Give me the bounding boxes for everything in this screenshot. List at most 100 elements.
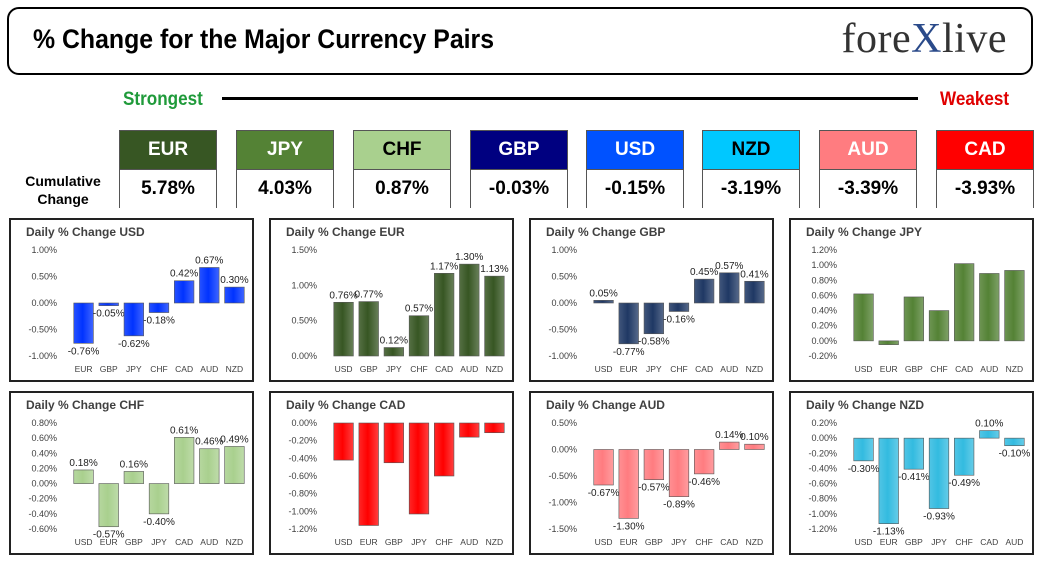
forexlive-logo: foreXlive [841, 16, 1007, 62]
currency-name: CAD [937, 131, 1033, 170]
bar-gbp [358, 301, 379, 357]
currency-name: EUR [120, 131, 216, 170]
bar-nzd [484, 422, 505, 434]
y-tick-label: -0.20% [288, 436, 317, 446]
x-category-label: GBP [645, 537, 663, 547]
y-tick-label: -0.40% [28, 509, 57, 519]
bar-jpy [643, 302, 664, 335]
data-label: -0.57% [93, 530, 125, 541]
bar-aud [199, 448, 220, 484]
data-label: 1.13% [480, 264, 508, 275]
header-banner: % Change for the Major Currency Pairs fo… [7, 7, 1033, 75]
x-category-label: GBP [905, 537, 923, 547]
bar-gbp [123, 471, 144, 484]
y-tick-label: 0.40% [811, 306, 837, 316]
y-tick-label: 0.00% [811, 433, 837, 443]
y-tick-label: -0.20% [808, 448, 837, 458]
currency-box-usd: USD -0.15% [586, 130, 684, 208]
x-category-label: JPY [646, 364, 662, 374]
bar-usd [593, 449, 614, 486]
chart-title: Daily % Change USD [26, 225, 145, 239]
y-tick-label: 0.50% [551, 418, 577, 428]
x-category-label: JPY [411, 537, 427, 547]
y-tick-label: -0.80% [808, 494, 837, 504]
bar-nzd [224, 286, 245, 304]
bar-chf [668, 302, 690, 312]
bar-gbp [903, 296, 924, 342]
data-label: 0.57% [405, 304, 433, 315]
strength-scale-line [222, 97, 918, 100]
x-category-label: USD [855, 537, 873, 547]
y-tick-label: 0.80% [31, 418, 57, 428]
currency-box-nzd: NZD -3.19% [702, 130, 800, 208]
x-category-label: NZD [226, 364, 243, 374]
currency-name: USD [587, 131, 683, 170]
currency-box-aud: AUD -3.39% [819, 130, 917, 208]
bar-jpy [383, 347, 404, 357]
x-category-label: AUD [720, 364, 738, 374]
chart-panel-jpy: Daily % Change JPY 1.20% 1.00% 0.80% 0.60% 0.… [789, 218, 1034, 382]
bar-chf [694, 449, 715, 475]
y-tick-label: 0.20% [811, 321, 837, 331]
y-tick-label: 0.00% [31, 479, 57, 489]
data-label: 1.30% [455, 252, 483, 263]
x-category-label: EUR [620, 537, 638, 547]
data-label: -0.57% [638, 483, 670, 494]
currency-cumulative-value: -3.19% [703, 170, 799, 208]
currency-name: AUD [820, 131, 916, 170]
y-tick-label: -1.00% [808, 509, 837, 519]
y-tick-label: -1.20% [288, 524, 317, 534]
x-category-label: NZD [486, 364, 503, 374]
currency-cumulative-value: -0.03% [471, 170, 567, 208]
chart-title: Daily % Change CAD [286, 398, 406, 412]
data-label: -0.58% [638, 337, 670, 348]
data-label: -0.93% [923, 512, 955, 523]
currency-cumulative-value: 0.87% [354, 170, 450, 208]
x-category-label: AUD [460, 537, 478, 547]
y-tick-label: 0.60% [31, 433, 57, 443]
x-category-label: CHF [435, 537, 452, 547]
data-label: 0.18% [69, 458, 97, 469]
x-category-label: NZD [1006, 364, 1023, 374]
x-category-label: NZD [486, 537, 503, 547]
data-label: -0.41% [898, 472, 930, 483]
currency-name: CHF [354, 131, 450, 170]
y-tick-label: 1.00% [811, 260, 837, 270]
data-label: 0.10% [740, 432, 768, 443]
bar-usd [853, 437, 874, 462]
data-label: -1.13% [873, 527, 905, 538]
x-category-label: USD [595, 537, 613, 547]
y-tick-label: 0.00% [291, 351, 317, 361]
data-label: 0.05% [589, 288, 617, 299]
currency-box-gbp: GBP -0.03% [470, 130, 568, 208]
currency-cumulative-value: -3.39% [820, 170, 916, 208]
chart-title: Daily % Change EUR [286, 225, 405, 239]
currency-cumulative-value: -0.15% [587, 170, 683, 208]
bar-jpy [668, 449, 690, 497]
bar-chf [954, 437, 975, 476]
bar-usd [73, 469, 94, 484]
chart-panel-cad: Daily % Change CAD 0.00% -0.20% -0.40% -0.60… [269, 391, 514, 555]
y-tick-label: -1.00% [288, 506, 317, 516]
data-label: -0.18% [143, 316, 175, 327]
bar-chf [148, 302, 170, 313]
bar-eur [98, 483, 119, 528]
currency-box-cad: CAD -3.93% [936, 130, 1034, 208]
y-tick-label: -0.80% [288, 489, 317, 499]
bar-cad [954, 263, 975, 342]
currency-cumulative-value: 4.03% [237, 170, 333, 208]
currency-name: NZD [703, 131, 799, 170]
chart-title: Daily % Change AUD [546, 398, 665, 412]
y-tick-label: -0.60% [288, 471, 317, 481]
x-category-label: CHF [410, 364, 427, 374]
data-label: -0.89% [663, 500, 695, 511]
y-tick-label: 0.00% [551, 445, 577, 455]
bar-eur [358, 422, 379, 526]
data-label: -0.30% [848, 464, 880, 475]
x-category-label: CAD [955, 364, 973, 374]
x-category-label: USD [855, 364, 873, 374]
data-label: -1.30% [613, 521, 645, 532]
bar-gbp [903, 437, 924, 470]
bar-cad [979, 430, 1000, 439]
data-label: -0.46% [688, 477, 720, 488]
